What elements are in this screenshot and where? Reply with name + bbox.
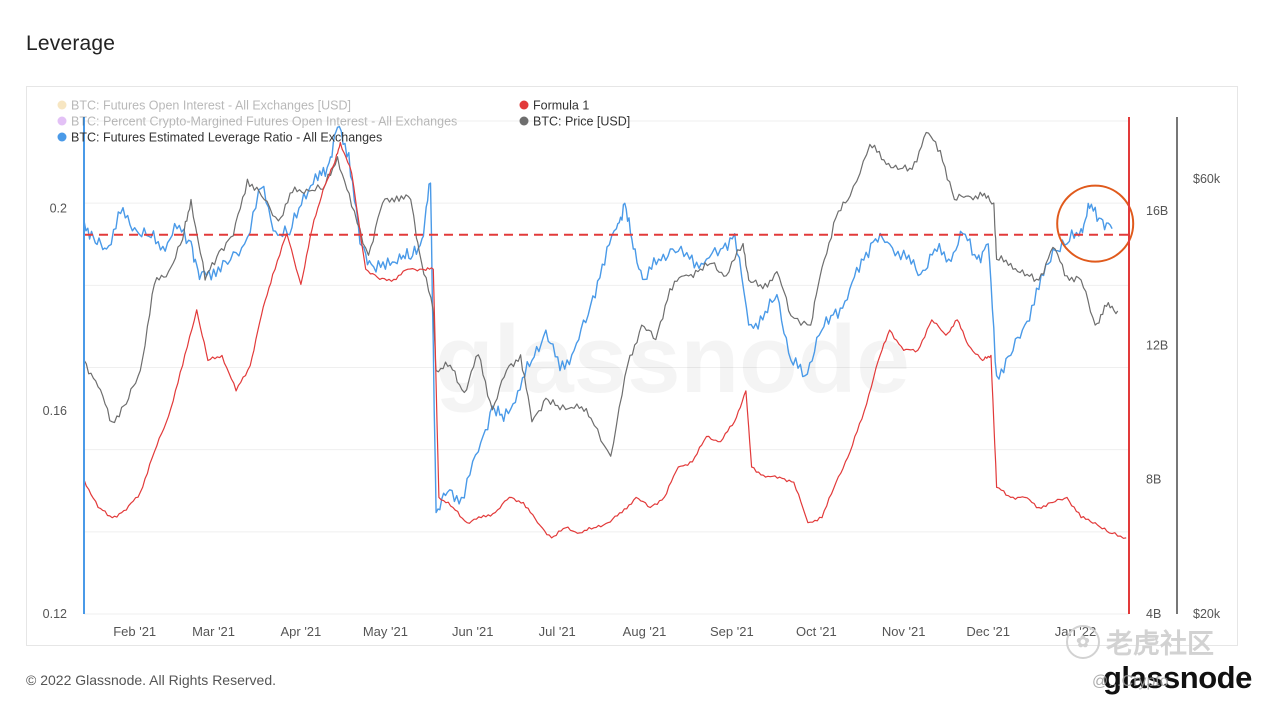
legend-marker <box>519 116 529 126</box>
y-tick-label-ratio: 0.16 <box>43 404 67 418</box>
x-tick-label: Sep '21 <box>710 624 754 639</box>
x-tick-label: Jul '21 <box>539 624 576 639</box>
chart-axes: Feb '21 Mar '21 Apr '21 May '21 Jun '21 Jul '… <box>43 117 1221 639</box>
legend-marker <box>57 116 67 126</box>
x-tick-label: Nov '21 <box>882 624 926 639</box>
y-tick-label-open_interest: 4B <box>1146 607 1161 621</box>
x-tick-label: Apr '21 <box>280 624 321 639</box>
legend-label: Formula 1 <box>533 99 589 113</box>
legend-label: BTC: Price [USD] <box>533 115 630 129</box>
copyright-footer: © 2022 Glassnode. All Rights Reserved. <box>26 672 277 688</box>
x-tick-label: May '21 <box>363 624 408 639</box>
chart-legend: BTC: Futures Open Interest - All Exchang… <box>57 99 630 145</box>
page-title: Leverage <box>26 32 116 55</box>
chart-annotations <box>83 117 1135 614</box>
series-line-leverage-ratio <box>83 125 1113 514</box>
tiger-community-watermark: ✿ 老虎社区 <box>1066 622 1214 661</box>
legend-marker <box>57 100 67 110</box>
tiger-paw-icon: ✿ <box>1066 624 1100 659</box>
x-tick-label: Feb '21 <box>113 624 156 639</box>
series-lines <box>83 125 1127 539</box>
legend-label: BTC: Percent Crypto-Margined Futures Ope… <box>71 115 457 129</box>
y-tick-label-ratio: 0.12 <box>43 607 67 621</box>
series-line-formula-1 <box>83 141 1127 539</box>
legend-marker <box>519 100 529 110</box>
legend-marker <box>57 132 67 142</box>
highlight-circle <box>1056 184 1135 263</box>
chart-background-watermark: glassnode <box>435 306 910 413</box>
watermark-text: 老虎社区 <box>1106 629 1214 659</box>
watermark-handle: @...Crypto <box>1092 673 1169 690</box>
glassnode-logo: glassnode <box>1103 660 1252 695</box>
x-tick-label: Dec '21 <box>966 624 1010 639</box>
y-tick-label-ratio: 0.2 <box>50 201 67 215</box>
series-line-btc-price <box>83 131 1119 457</box>
x-tick-label: Jun '21 <box>452 624 494 639</box>
y-tick-label-price: $60k <box>1193 172 1221 186</box>
legend-label: BTC: Futures Open Interest - All Exchang… <box>71 99 351 113</box>
y-tick-label-open_interest: 8B <box>1146 473 1161 487</box>
leverage-chart: glassnode BTC: Futures Open Interest - A… <box>43 99 1221 640</box>
y-tick-label-price: $20k <box>1193 607 1221 621</box>
x-tick-label: Aug '21 <box>623 624 667 639</box>
x-tick-label: Mar '21 <box>192 624 235 639</box>
chart-container: glassnode BTC: Futures Open Interest - A… <box>26 86 1238 646</box>
y-tick-label-open_interest: 12B <box>1146 338 1168 352</box>
x-tick-label: Oct '21 <box>796 624 837 639</box>
legend-label: BTC: Futures Estimated Leverage Ratio - … <box>71 131 382 145</box>
y-tick-label-open_interest: 16B <box>1146 204 1168 218</box>
